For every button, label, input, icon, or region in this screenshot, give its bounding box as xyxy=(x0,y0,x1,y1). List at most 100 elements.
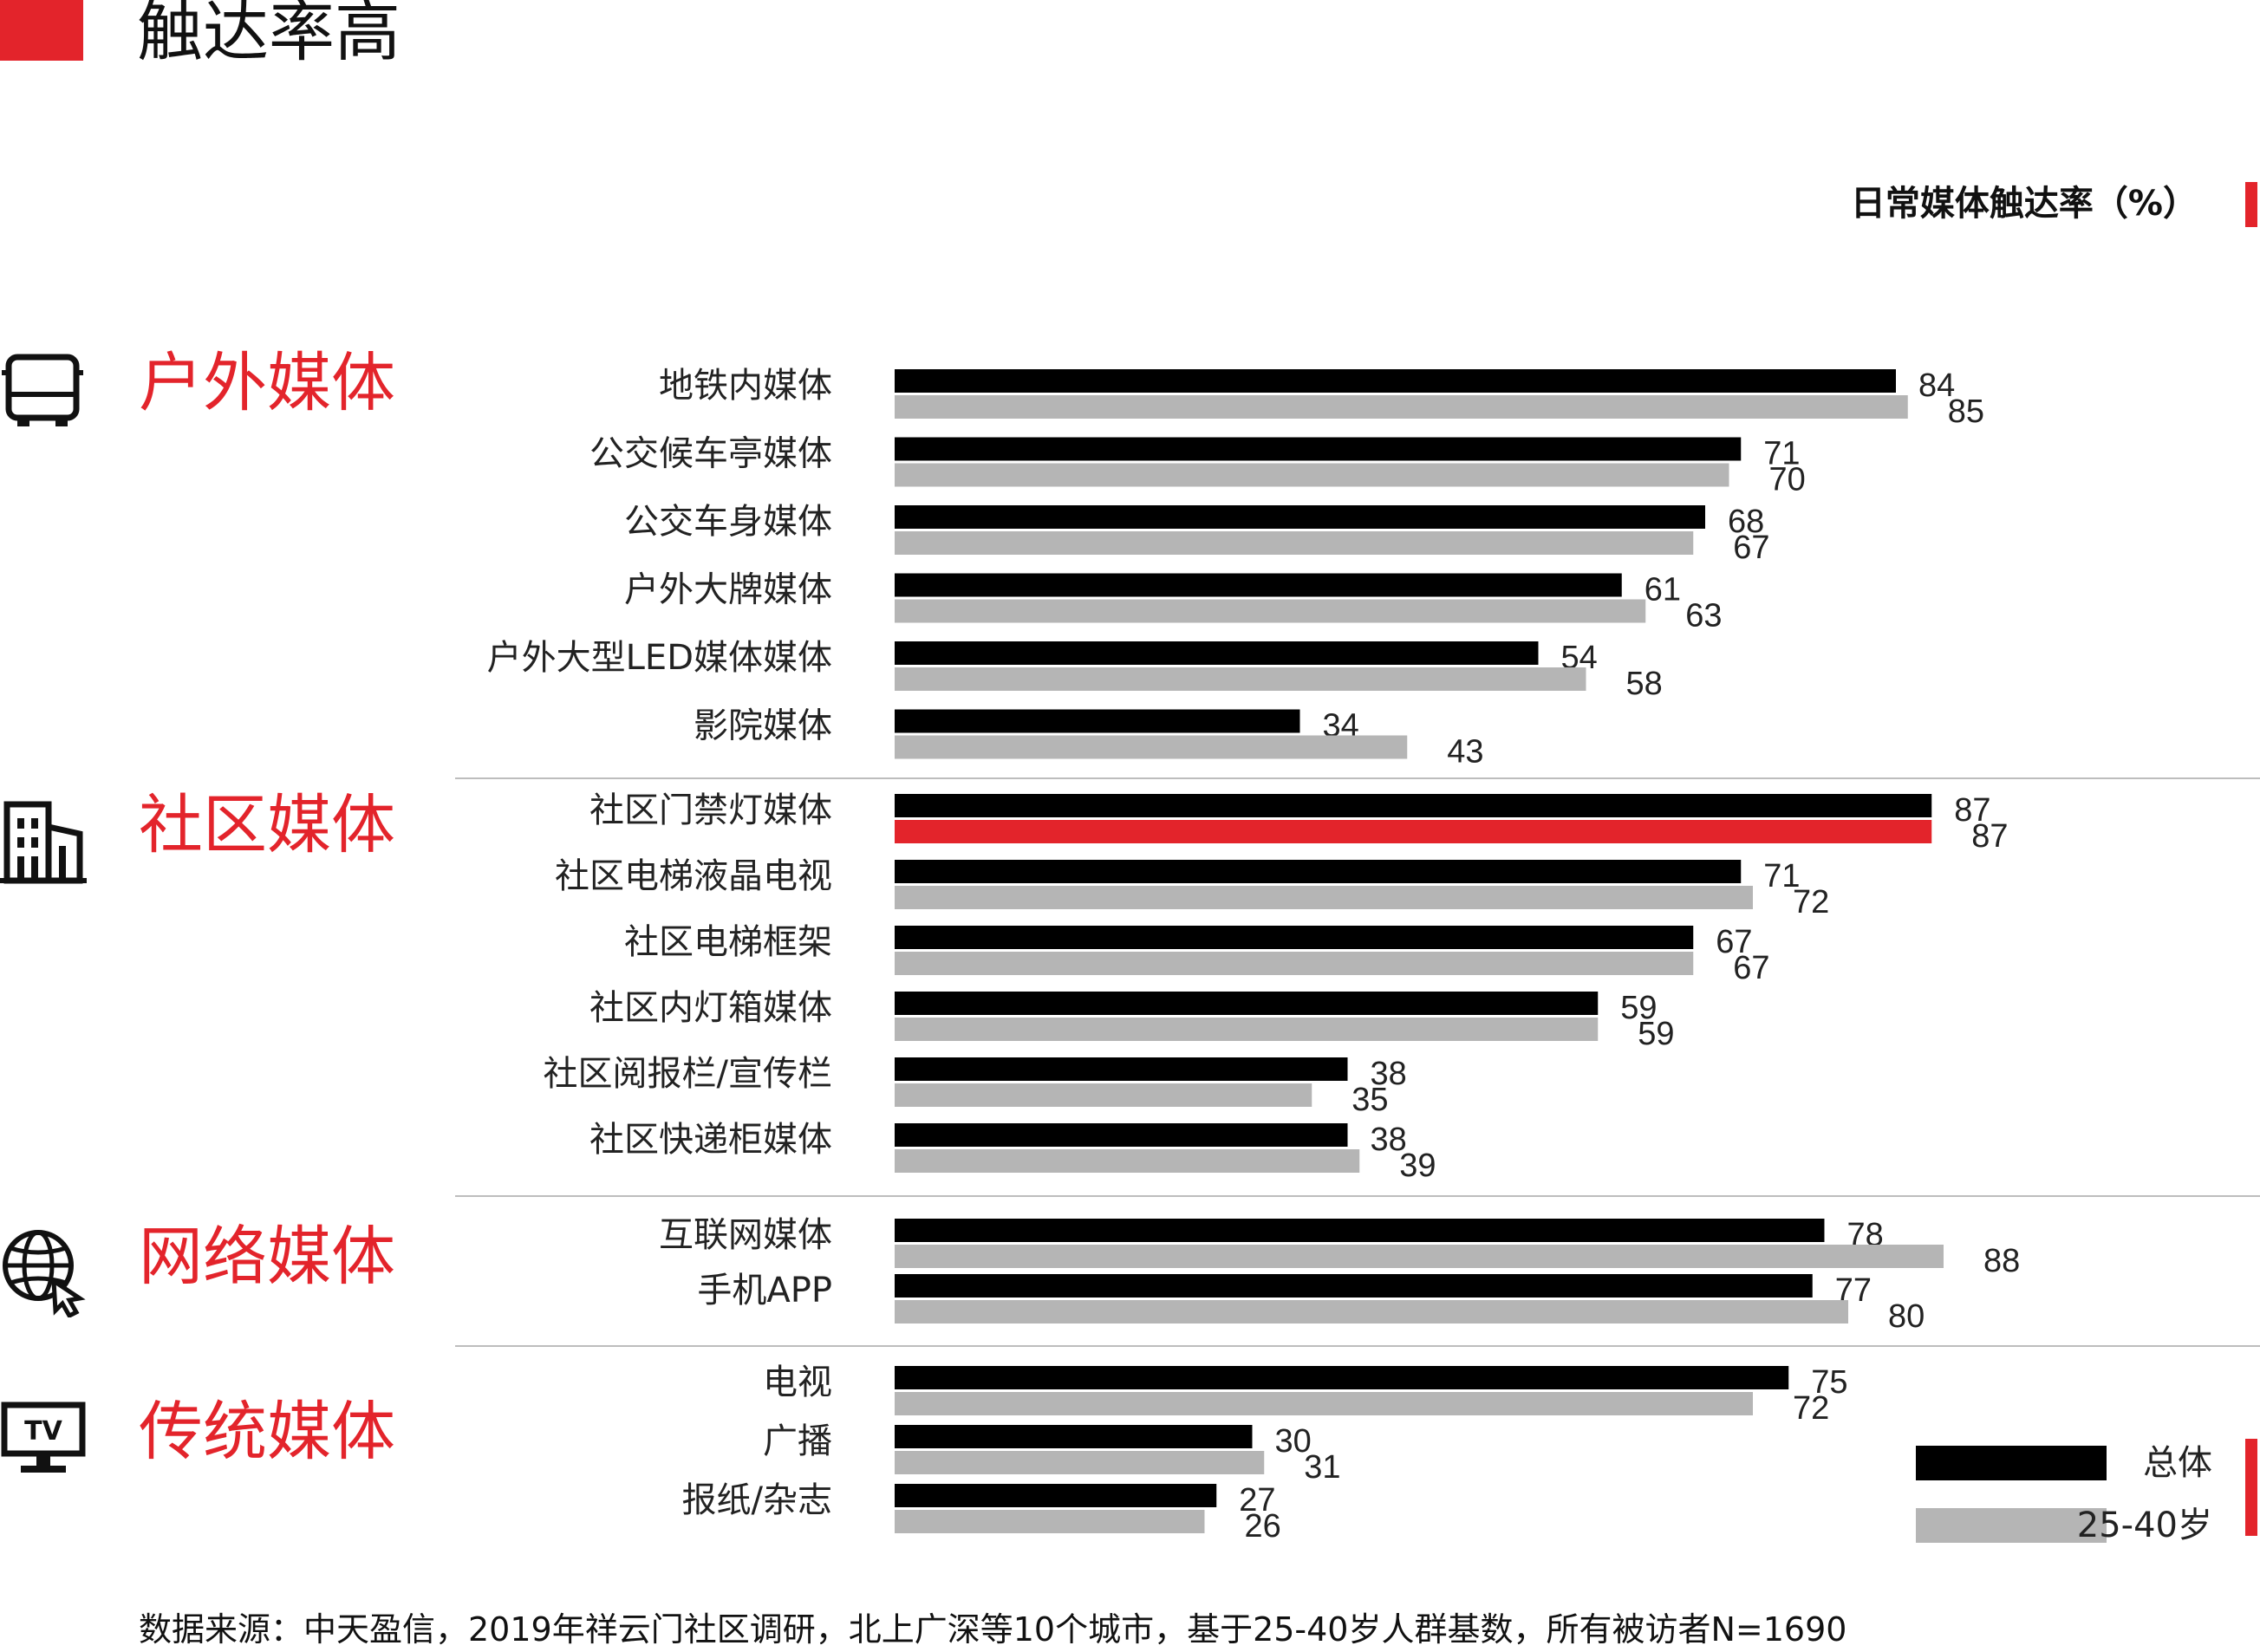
value-label: 61 xyxy=(1645,572,1681,608)
bar-age-25-40 xyxy=(895,735,1408,759)
bar-age-25-40 xyxy=(895,1245,1944,1268)
value-label: 67 xyxy=(1716,924,1752,960)
value-label: 71 xyxy=(1763,858,1800,894)
category-label: 社区阅报栏/宣传栏 xyxy=(544,1054,832,1094)
value-label: 85 xyxy=(1948,393,1984,430)
bar-total xyxy=(895,1484,1217,1507)
bus-icon xyxy=(2,354,83,426)
category-label: 户外大牌媒体 xyxy=(624,570,832,610)
bar-total xyxy=(895,573,1622,597)
category-label: 户外大型LED媒体媒体 xyxy=(487,638,832,678)
category-label: 社区门禁灯媒体 xyxy=(589,790,832,830)
value-label: 88 xyxy=(1983,1243,2020,1279)
bar-total xyxy=(895,1274,1813,1298)
category-label: 报纸/杂志 xyxy=(682,1480,832,1520)
category-label: 社区电梯框架 xyxy=(624,922,832,962)
legend-label: 总体 xyxy=(2143,1443,2212,1483)
header-accent-block xyxy=(0,0,83,61)
value-label: 59 xyxy=(1620,990,1657,1026)
bar-age-25-40 xyxy=(895,463,1729,487)
source-note: 数据来源：中天盈信，2019年祥云门社区调研，北上广深等10个城市，基于25-4… xyxy=(139,1610,1847,1649)
bar-total xyxy=(895,860,1742,883)
bar-total xyxy=(895,1219,1825,1242)
category-label: 地铁内媒体 xyxy=(659,366,832,406)
legend-accent-bar xyxy=(2245,1439,2257,1536)
category-label: 公交候车亭媒体 xyxy=(589,434,832,474)
category-label: 互联网媒体 xyxy=(659,1215,832,1255)
bar-age-25-40 xyxy=(895,667,1586,691)
category-label: 广播 xyxy=(763,1421,832,1461)
category-label: 社区内灯箱媒体 xyxy=(589,988,832,1028)
bar-age-25-40 xyxy=(895,952,1694,975)
value-label: 58 xyxy=(1626,666,1663,702)
bar-total xyxy=(895,369,1896,393)
category-label: 公交车身媒体 xyxy=(624,502,832,542)
building-icon xyxy=(0,801,87,884)
bar-age-25-40 xyxy=(895,1083,1312,1107)
legend-swatch-total xyxy=(1916,1446,2107,1480)
value-label: 26 xyxy=(1245,1508,1281,1545)
bar-total xyxy=(895,794,1932,817)
bar-total xyxy=(895,992,1599,1015)
caption-accent-bar xyxy=(2245,182,2257,227)
category-label: 电视 xyxy=(763,1363,832,1402)
category-label: 影院媒体 xyxy=(694,706,832,746)
value-label: 68 xyxy=(1728,504,1764,540)
tv-icon: TV xyxy=(1,1402,86,1473)
value-label: 63 xyxy=(1685,598,1722,634)
page-title: 触达率高 xyxy=(137,0,401,70)
bar-total xyxy=(895,709,1300,733)
value-label: 87 xyxy=(1971,818,2008,855)
bar-age-25-40 xyxy=(895,1392,1753,1415)
bar-age-25-40 xyxy=(895,1300,1848,1324)
legend-swatch-age xyxy=(1916,1508,2107,1543)
value-label: 72 xyxy=(1793,884,1829,920)
bar-age-25-40 xyxy=(895,1451,1265,1474)
bar-age-25-40 xyxy=(895,599,1646,623)
bar-total xyxy=(895,1366,1789,1389)
group-label: 网络媒体 xyxy=(139,1219,395,1294)
value-label: 87 xyxy=(1954,792,1990,829)
value-label: 35 xyxy=(1351,1082,1388,1118)
bar-age-25-40 xyxy=(895,531,1694,555)
value-label: 71 xyxy=(1763,436,1800,472)
value-label: 27 xyxy=(1239,1482,1275,1519)
value-label: 38 xyxy=(1371,1122,1407,1158)
bar-age-25-40 xyxy=(895,820,1932,843)
bar-age-25-40 xyxy=(895,886,1753,909)
bar-total xyxy=(895,641,1539,665)
value-label: 80 xyxy=(1888,1298,1925,1335)
value-label: 75 xyxy=(1811,1364,1847,1401)
bar-total xyxy=(895,1057,1348,1081)
bar-age-25-40 xyxy=(895,1149,1360,1173)
bar-total xyxy=(895,926,1694,949)
category-label: 社区快递柜媒体 xyxy=(589,1120,832,1160)
value-label: 38 xyxy=(1371,1056,1407,1092)
value-label: 72 xyxy=(1793,1390,1829,1427)
value-label: 67 xyxy=(1733,950,1769,986)
bar-total xyxy=(895,1425,1253,1448)
group-label: 社区媒体 xyxy=(139,788,395,862)
value-label: 39 xyxy=(1399,1148,1436,1184)
globe-icon xyxy=(3,1230,86,1317)
category-label: 社区电梯液晶电视 xyxy=(555,856,832,896)
legend-label: 25-40岁 xyxy=(2077,1506,2212,1545)
group-label: 传统媒体 xyxy=(139,1395,395,1469)
value-label: 67 xyxy=(1733,530,1769,566)
category-label: 手机APP xyxy=(697,1271,832,1311)
bar-age-25-40 xyxy=(895,1018,1599,1041)
svg-text:TV: TV xyxy=(24,1416,62,1447)
bar-total xyxy=(895,1123,1348,1147)
value-label: 84 xyxy=(1918,367,1955,404)
chart-caption: 日常媒体触达率（%） xyxy=(1850,184,2198,224)
value-label: 70 xyxy=(1769,462,1806,498)
value-label: 59 xyxy=(1638,1016,1674,1052)
value-label: 30 xyxy=(1275,1423,1312,1460)
bar-total xyxy=(895,437,1742,461)
value-label: 43 xyxy=(1447,734,1483,771)
bar-age-25-40 xyxy=(895,395,1908,419)
group-label: 户外媒体 xyxy=(139,346,395,420)
bar-age-25-40 xyxy=(895,1510,1205,1533)
value-label: 31 xyxy=(1304,1449,1340,1486)
